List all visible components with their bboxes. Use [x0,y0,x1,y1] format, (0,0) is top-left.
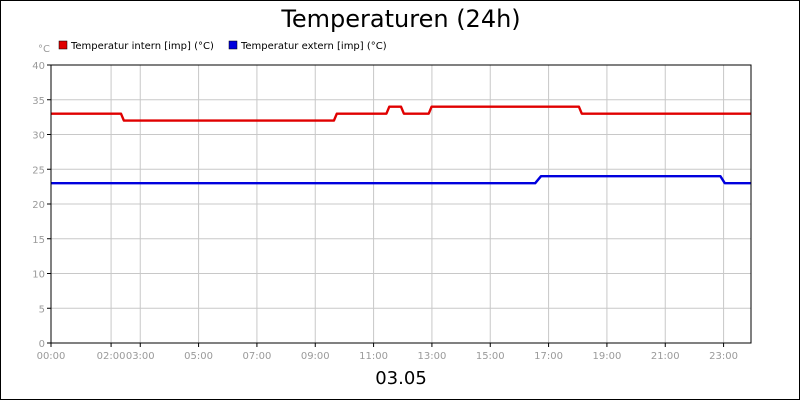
x-tick-label: 21:00 [651,351,680,362]
x-axis-ticks: 00:00 02:00 03:00 05:00 07:00 09:00 11:00 13:00… [37,343,738,362]
x-tick-label: 23:00 [709,351,738,362]
legend-swatch-1 [58,40,68,50]
grid-lines [50,64,751,344]
legend-label-1: Temperatur intern [imp] (°C) [70,41,214,52]
series-line-2 [51,174,751,185]
y-tick-label: 40 [32,61,45,72]
y-tick-label: 25 [32,165,45,176]
series-lines [51,105,751,185]
x-axis-date-label: 03.05 [375,368,427,389]
y-tick-label: 20 [32,200,45,211]
y-tick-label: 30 [32,131,45,142]
chart-title: Temperaturen (24h) [281,5,521,33]
x-tick-label: 07:00 [243,351,272,362]
legend-label-2: Temperatur extern [imp] (°C) [240,41,387,52]
y-tick-label: 5 [39,304,45,315]
y-axis-unit-label: °C [38,44,50,55]
x-tick-label: 09:00 [301,351,330,362]
x-tick-label: 19:00 [593,351,622,362]
y-tick-label: 0 [39,339,45,350]
x-tick-label: 02:00 [97,351,126,362]
x-tick-label: 11:00 [359,351,388,362]
x-tick-label: 13:00 [418,351,447,362]
series-line-1 [51,105,751,122]
legend: Temperatur intern [imp] (°C) Temperatur e… [58,40,387,52]
y-tick-label: 35 [32,96,45,107]
x-tick-label: 03:00 [126,351,155,362]
x-tick-label: 15:00 [476,351,505,362]
y-tick-label: 15 [32,235,45,246]
x-tick-label: 17:00 [534,351,563,362]
y-axis-ticks: 0 5 10 15 20 25 30 35 40 [32,61,51,350]
x-tick-label: 00:00 [37,351,66,362]
y-tick-label: 10 [32,270,45,281]
x-tick-label: 05:00 [184,351,213,362]
legend-swatch-2 [228,40,238,50]
plot-area-border [50,64,752,344]
